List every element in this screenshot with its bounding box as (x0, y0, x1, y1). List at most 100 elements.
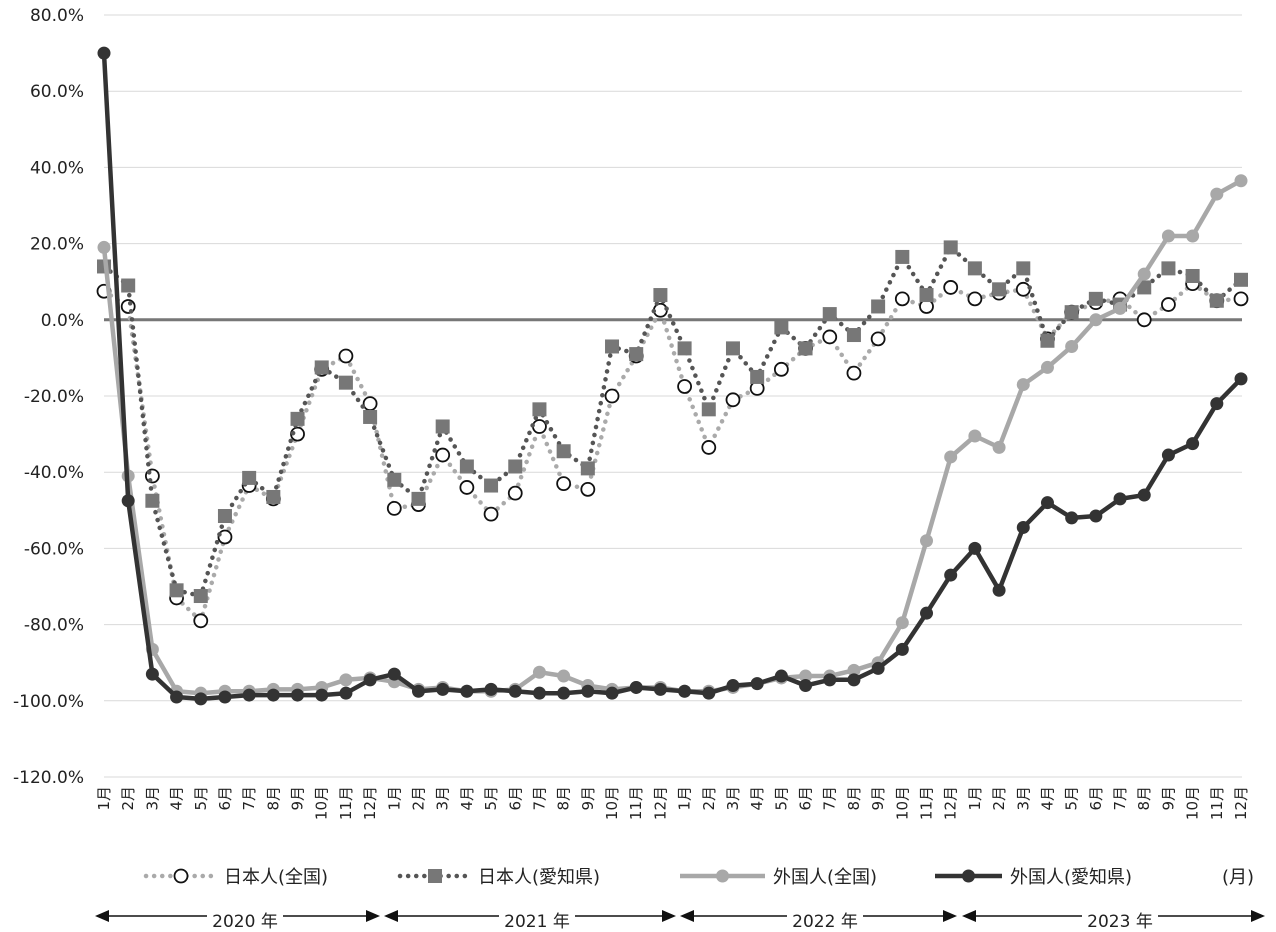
year-arrow-right (943, 910, 957, 922)
data-point (1161, 448, 1175, 462)
data-point (218, 690, 232, 704)
data-point (629, 347, 644, 362)
data-point (1161, 229, 1175, 243)
year-label-bg (1082, 904, 1158, 928)
year-arrow-right (1251, 910, 1265, 922)
x-tick-label: 1月 (385, 786, 403, 811)
series-line (101, 178, 1243, 696)
data-point (944, 450, 958, 464)
data-point (968, 541, 982, 555)
series-line (101, 280, 1244, 625)
data-point (1137, 280, 1152, 295)
data-point (97, 240, 111, 254)
data-point (459, 459, 474, 474)
data-point (822, 329, 838, 345)
data-point (338, 348, 354, 364)
data-point (919, 288, 934, 303)
data-point (774, 320, 789, 335)
data-point (338, 375, 353, 390)
legend-label: 日本人(全国) (224, 867, 328, 888)
data-point (726, 679, 740, 693)
data-point (314, 360, 329, 375)
data-point (1040, 496, 1054, 510)
data-point (605, 686, 619, 700)
data-point (1016, 378, 1030, 392)
year-label: 2020 年 (212, 912, 278, 932)
year-label: 2023 年 (1087, 912, 1153, 932)
x-tick-label: 12月 (361, 786, 379, 820)
x-tick-label: 5月 (772, 786, 790, 811)
data-point (580, 481, 596, 497)
data-point (435, 447, 451, 463)
data-point (725, 341, 740, 356)
data-point (194, 692, 208, 706)
data-point (459, 480, 475, 495)
data-point (992, 440, 1006, 454)
data-point (217, 529, 233, 545)
data-point (339, 686, 353, 700)
x-tick-label: 11月 (918, 786, 936, 820)
data-point (895, 642, 909, 656)
data-point (193, 589, 208, 604)
x-tick-label: 12月 (651, 786, 669, 820)
data-point (725, 392, 741, 408)
legend-item-3: 外国人(愛知県) (935, 867, 1132, 888)
data-point (387, 472, 402, 487)
data-point (363, 409, 378, 424)
y-tick-label: 20.0% (30, 235, 84, 255)
data-point (97, 46, 111, 60)
data-point (435, 419, 450, 434)
data-point (1137, 488, 1151, 502)
data-point (1161, 261, 1176, 276)
data-point (193, 613, 209, 629)
data-point (1137, 267, 1151, 281)
y-axis: 80.0% 60.0% 40.0% 20.0% 0.0% -20.0% -40.0% -60.… (13, 6, 84, 788)
x-tick-label: 10月 (893, 786, 911, 820)
data-point (1065, 511, 1079, 525)
x-tick-label: 1月 (95, 786, 113, 811)
legend-marker (173, 868, 189, 884)
legend-item-1: 日本人(愛知県) (397, 867, 600, 888)
data-point (799, 679, 813, 693)
data-point (386, 500, 402, 516)
x-tick-label: 9月 (579, 786, 597, 811)
data-point (532, 402, 547, 417)
x-tick-label: 2月 (119, 786, 137, 811)
data-point (460, 684, 474, 698)
data-point (508, 459, 523, 474)
data-point (291, 688, 305, 702)
data-point (1186, 437, 1200, 451)
data-point (701, 440, 717, 455)
data-point (1065, 339, 1079, 353)
data-point (1186, 229, 1200, 243)
x-tick-label: 3月 (143, 786, 161, 811)
x-tick-label: 8月 (264, 786, 282, 811)
data-point (145, 493, 160, 508)
data-point (992, 282, 1007, 297)
year-range-3: 2023 年 (962, 904, 1265, 932)
x-tick-label: 4月 (458, 786, 476, 811)
data-point (532, 419, 547, 434)
data-point (121, 278, 136, 293)
x-tick-label: 9月 (869, 786, 887, 811)
data-point (266, 688, 280, 702)
data-point (967, 261, 982, 276)
data-point (1016, 261, 1031, 276)
legend: 日本人(全国) 日本人(愛知県) 外国人(全国) 外国人(愛知県) (月) (143, 867, 1254, 888)
y-tick-label: -60.0% (24, 539, 84, 559)
data-point (556, 476, 572, 492)
data-point (1016, 520, 1030, 534)
data-point (581, 684, 595, 698)
data-point (629, 680, 643, 694)
data-point (242, 470, 257, 485)
data-point (968, 429, 982, 443)
year-range-1: 2021 年 (384, 904, 676, 932)
x-tick-label: 2月 (409, 786, 427, 811)
x-tick-label: 7月 (530, 786, 548, 811)
data-point (121, 494, 135, 508)
data-point (920, 606, 934, 620)
x-tick-label: 5月 (1063, 786, 1081, 811)
x-tick-label: 10月 (603, 786, 621, 820)
data-point (362, 396, 378, 412)
data-point (1089, 313, 1103, 327)
